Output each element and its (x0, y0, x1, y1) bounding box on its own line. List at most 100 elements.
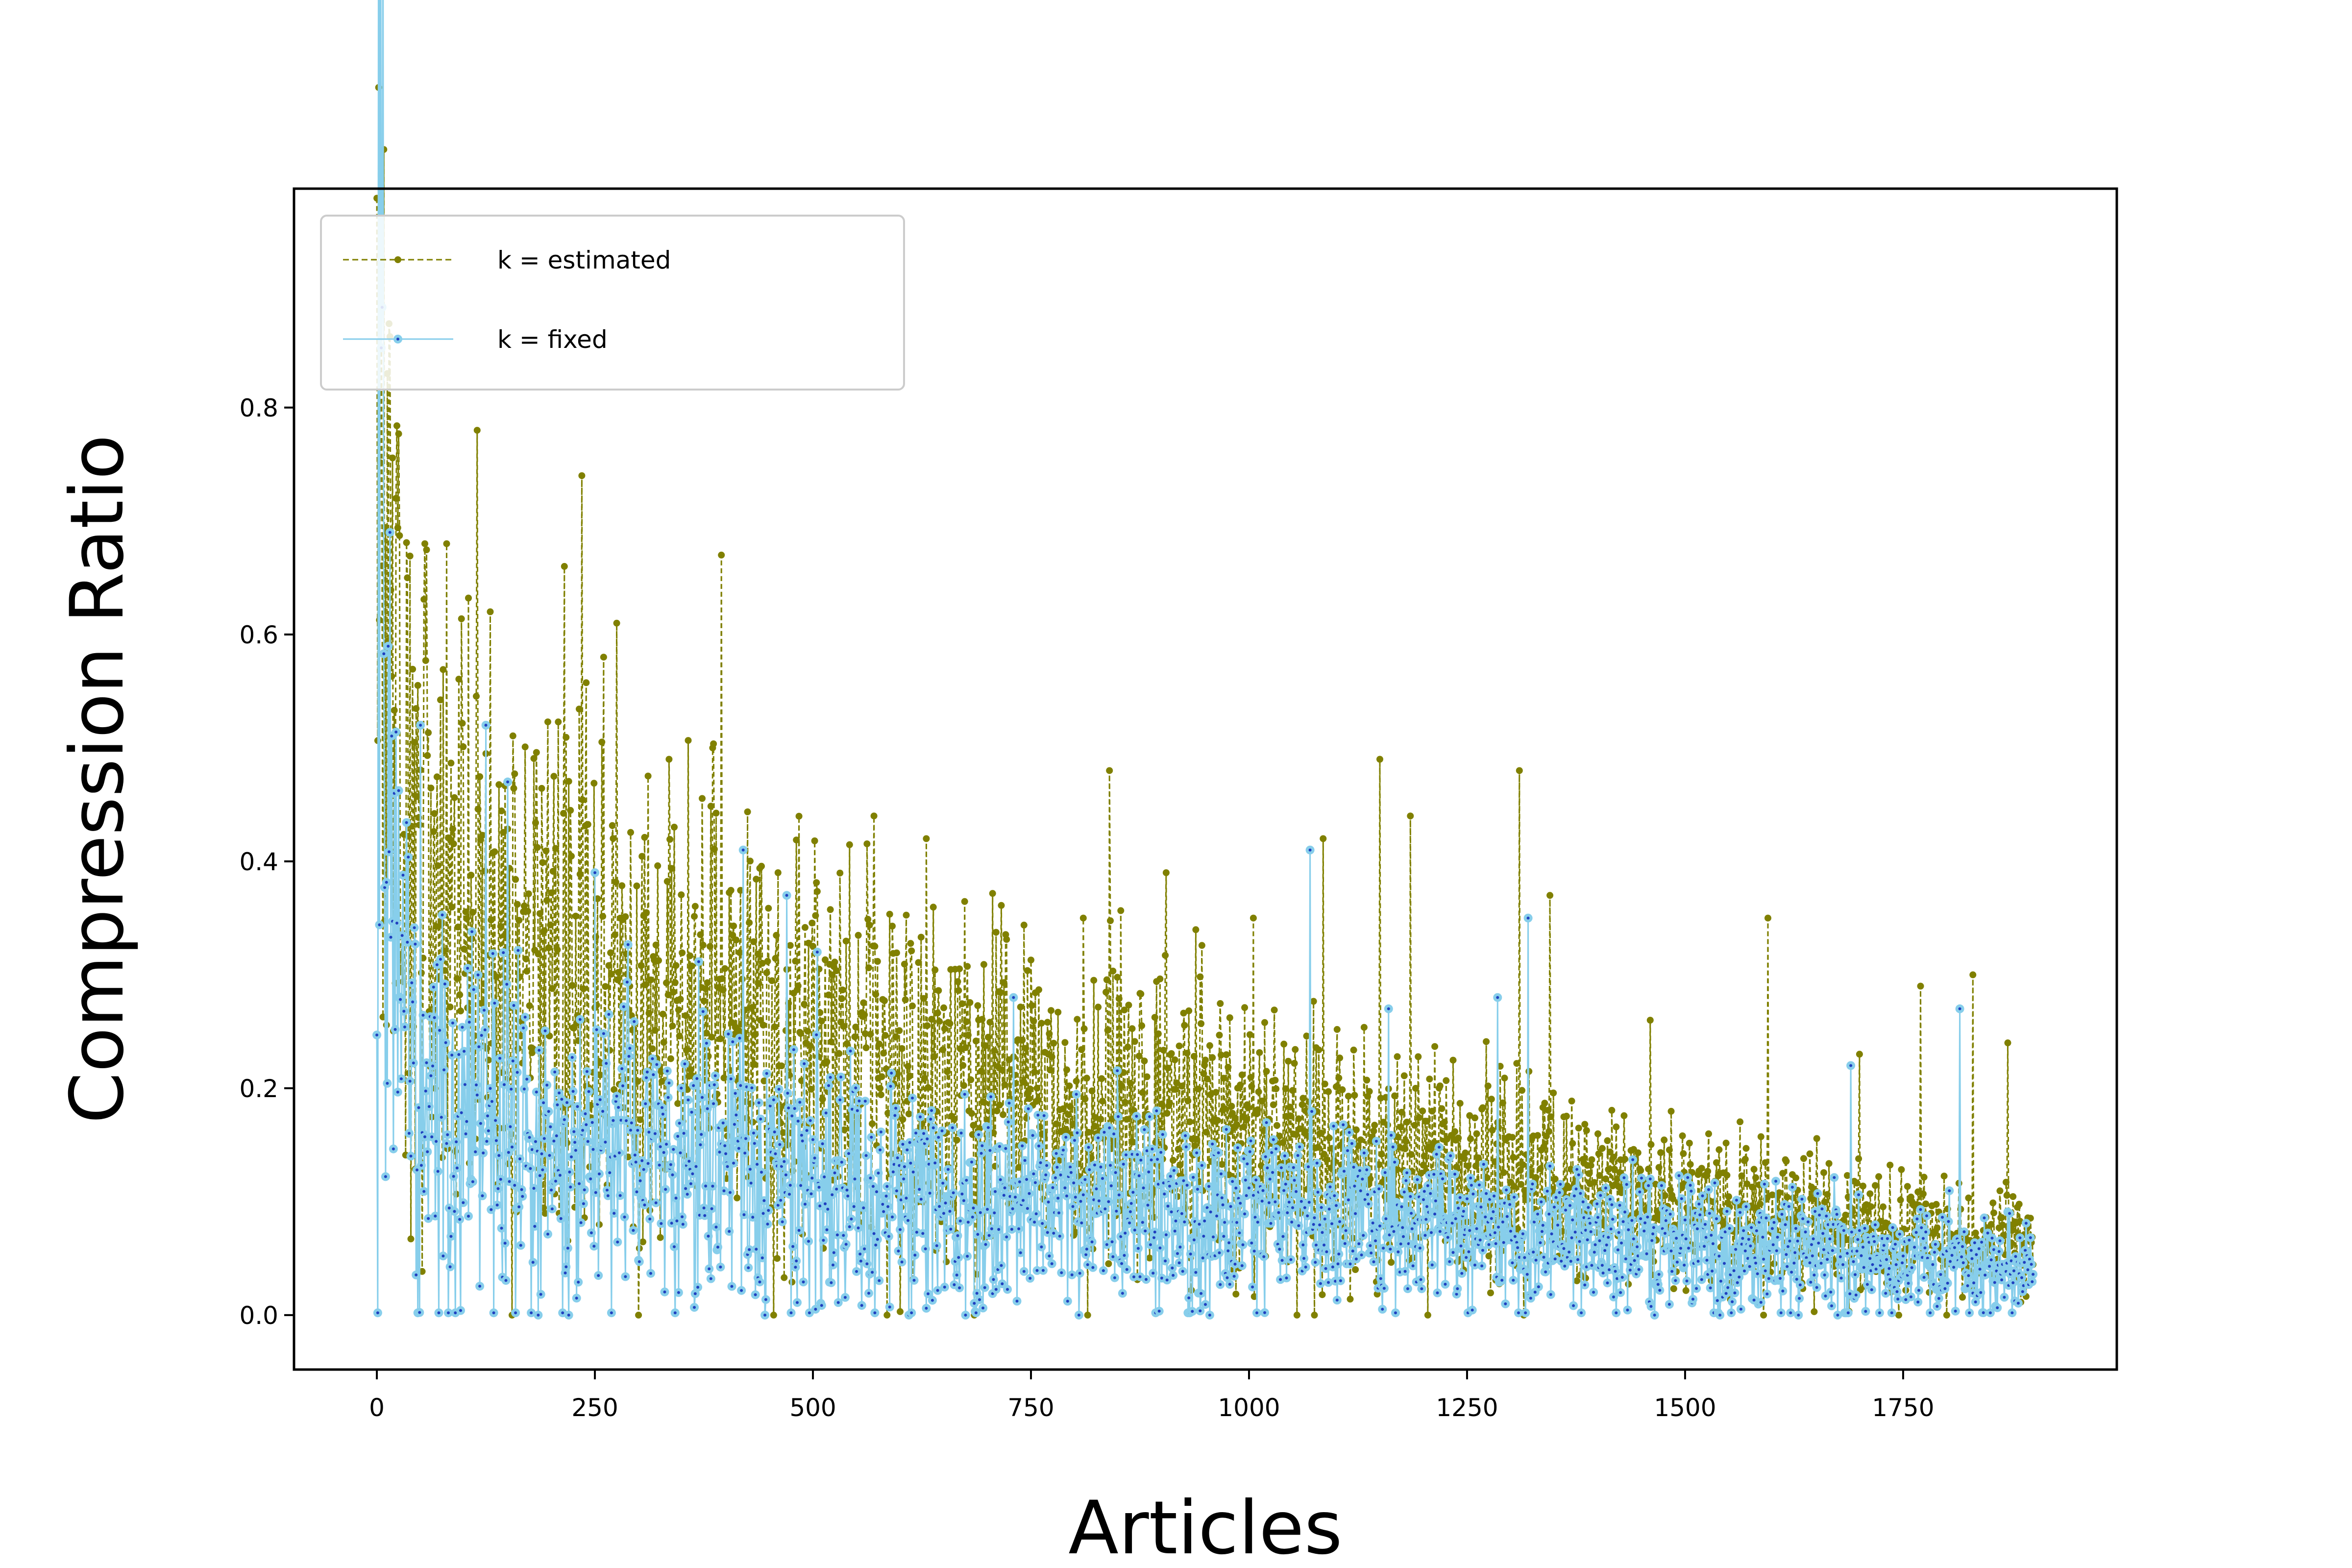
data-point-center (1045, 1164, 1049, 1167)
data-point-center (662, 1151, 665, 1154)
data-point-center (1357, 1242, 1361, 1246)
data-point (1357, 1136, 1364, 1144)
data-point-center (516, 949, 520, 952)
data-point-center (906, 1148, 909, 1152)
data-point (1276, 1132, 1283, 1140)
data-point-center (1409, 1195, 1412, 1198)
data-point-center (563, 1118, 566, 1121)
data-point (532, 819, 539, 827)
data-point-center (1630, 1219, 1634, 1222)
data-point-center (1152, 1236, 1155, 1239)
data-point (798, 1077, 805, 1084)
data-point (1263, 1068, 1270, 1075)
data-point-center (1015, 1299, 1019, 1303)
data-point-center (1166, 1204, 1170, 1208)
data-point-center (1107, 1200, 1110, 1203)
data-point (443, 540, 450, 547)
data-point-center (534, 1140, 537, 1143)
data-point-center (426, 1150, 429, 1153)
data-point-center (910, 1311, 913, 1315)
data-point-center (903, 1165, 906, 1168)
data-point (877, 1091, 884, 1099)
data-point (1044, 1019, 1051, 1026)
data-point (928, 1016, 935, 1023)
data-point (841, 1126, 848, 1133)
data-point-center (1184, 1145, 1188, 1149)
data-point-center (651, 1057, 654, 1060)
data-point (529, 1045, 537, 1053)
data-point (1575, 1125, 1582, 1132)
data-point (449, 825, 456, 833)
data-point-center (1579, 1192, 1582, 1195)
data-point-center (966, 1221, 970, 1224)
data-point-center (607, 1013, 611, 1016)
data-point-center (1521, 1232, 1524, 1235)
data-point (951, 1116, 958, 1123)
data-point-center (1159, 1151, 1163, 1154)
data-point (584, 821, 591, 828)
data-point (1479, 1104, 1486, 1111)
data-point (1186, 1118, 1193, 1126)
data-point (1620, 1112, 1628, 1119)
data-point-center (992, 1278, 995, 1281)
data-point (1115, 995, 1123, 1003)
data-point (1969, 971, 1977, 979)
data-point-center (511, 1145, 514, 1149)
data-point-center (1508, 1203, 1512, 1206)
data-point (1972, 1229, 1979, 1237)
data-point (1398, 1108, 1405, 1116)
data-point-center (774, 1152, 777, 1155)
data-point (414, 793, 420, 800)
data-point (1483, 1174, 1491, 1181)
data-point (768, 977, 776, 984)
data-point-center (1004, 1147, 1007, 1150)
data-point-center (852, 1205, 856, 1208)
data-point (533, 749, 540, 756)
data-point-center (425, 1061, 428, 1064)
data-point-center (387, 644, 390, 648)
data-point-center (862, 1206, 865, 1210)
data-point-center (582, 1202, 585, 1205)
data-point-center (567, 1313, 570, 1317)
data-point-center (679, 1151, 682, 1154)
data-point-center (712, 1083, 716, 1086)
data-point (614, 976, 621, 983)
data-point-center (1558, 1191, 1561, 1194)
data-point (391, 707, 398, 714)
data-point-center (817, 1186, 821, 1189)
data-point (1646, 1017, 1654, 1024)
data-point-center (824, 1202, 827, 1205)
data-point-center (804, 1202, 807, 1206)
data-point-center (1696, 1260, 1700, 1263)
data-point (772, 955, 779, 962)
data-point-center (1480, 1264, 1484, 1268)
data-point-center (1102, 1130, 1106, 1134)
data-point (434, 862, 441, 869)
data-point (1725, 1193, 1732, 1200)
data-point-center (487, 1129, 490, 1132)
data-point (409, 665, 416, 673)
data-point (1122, 1099, 1129, 1106)
data-point (1053, 1120, 1060, 1127)
data-point-center (414, 942, 417, 946)
data-point-center (1402, 1235, 1405, 1238)
data-point-center (698, 1214, 701, 1217)
data-point-center (1532, 1250, 1535, 1254)
data-point-center (1071, 1205, 1075, 1208)
data-point-center (1387, 1007, 1390, 1010)
data-point-center (980, 1152, 983, 1155)
data-point-center (489, 1087, 492, 1090)
data-point (802, 924, 808, 931)
data-point (1293, 1311, 1300, 1319)
data-point (1897, 1196, 1904, 1203)
data-point (1030, 1017, 1037, 1025)
data-point-center (1389, 1248, 1392, 1251)
data-point (1295, 1115, 1302, 1123)
data-point (1464, 1162, 1471, 1170)
data-point-center (1005, 1235, 1008, 1239)
data-point-center (986, 1126, 990, 1129)
data-point (1296, 1125, 1303, 1132)
data-point (1185, 1007, 1193, 1014)
data-point-center (443, 982, 446, 986)
data-point (1595, 1150, 1602, 1157)
